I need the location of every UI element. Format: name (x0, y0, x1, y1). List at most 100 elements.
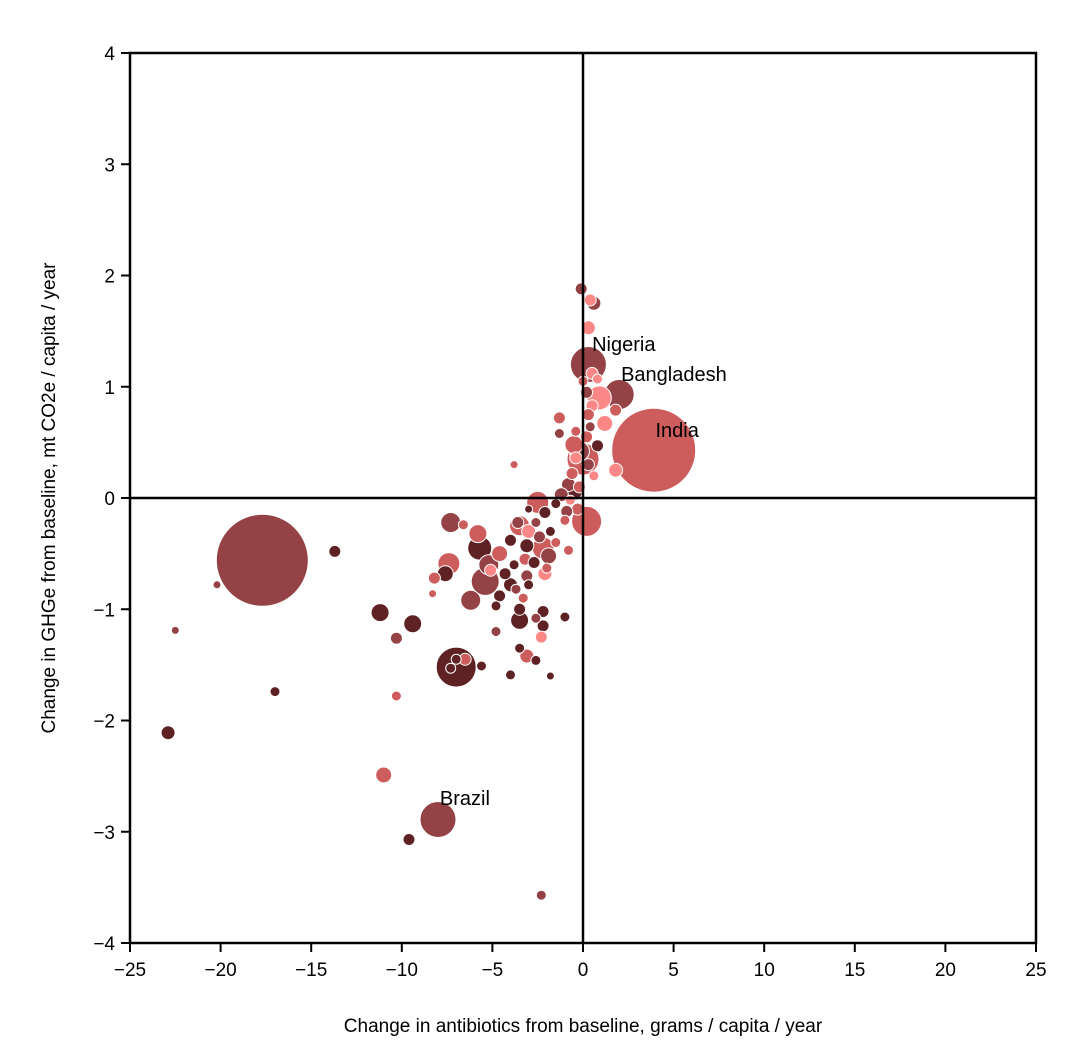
data-point (552, 411, 566, 425)
data-point (212, 580, 222, 590)
x-tick-label: 20 (935, 960, 956, 981)
data-point (510, 583, 522, 595)
data-point (564, 435, 584, 455)
x-tick-label: 0 (578, 960, 589, 981)
data-point (511, 516, 525, 529)
y-tick-label: 4 (104, 44, 115, 65)
data-point (591, 439, 604, 453)
data-point (460, 589, 482, 611)
data-point (533, 530, 546, 544)
y-tick-label: −4 (93, 934, 115, 955)
data-point (504, 533, 517, 547)
data-point (609, 403, 623, 417)
data-point (508, 559, 520, 571)
data-point (513, 602, 527, 616)
y-axis-title: Change in GHGe from baseline, mt CO2e / … (39, 262, 60, 734)
x-tick-label: 25 (1025, 960, 1046, 981)
reference-lines (130, 53, 1036, 943)
y-tick-label: 2 (104, 267, 115, 288)
data-point (514, 642, 526, 654)
data-point (493, 589, 507, 603)
y-tick-label: 0 (104, 489, 115, 510)
data-point (540, 547, 558, 565)
data-point (541, 562, 553, 574)
data-point (490, 626, 502, 637)
data-point (328, 544, 342, 558)
data-point (544, 525, 556, 537)
data-point (457, 519, 469, 531)
data-point (370, 603, 390, 623)
data-point (545, 671, 555, 681)
data-point (559, 514, 571, 526)
data-point (440, 512, 462, 533)
data-point (584, 421, 596, 433)
data-point (538, 506, 552, 519)
data-point (375, 766, 393, 784)
data-point (403, 614, 423, 634)
data-point (427, 571, 441, 585)
x-tick-label: −5 (482, 960, 504, 981)
data-point (536, 605, 550, 618)
data-point (553, 428, 565, 439)
x-tick-label: −10 (386, 960, 418, 981)
data-point (517, 592, 529, 604)
data-point (570, 425, 582, 437)
x-tick-label: 5 (668, 960, 679, 981)
annotation-label: Brazil (440, 788, 490, 810)
data-point (160, 725, 176, 741)
data-point (468, 524, 488, 544)
data-point (550, 537, 562, 548)
data-point (530, 517, 542, 528)
data-point (534, 630, 548, 644)
data-point (535, 889, 547, 901)
y-tick-label: 1 (104, 378, 115, 399)
data-point (435, 646, 477, 688)
data-point (530, 654, 542, 666)
data-point (389, 631, 403, 645)
data-point (269, 686, 281, 698)
data-point (484, 563, 498, 577)
data-point (608, 462, 624, 478)
y-tick-label: −2 (93, 712, 115, 733)
data-point (450, 653, 462, 665)
data-point (574, 282, 588, 296)
data-point (428, 589, 438, 599)
data-point (402, 833, 416, 846)
data-point (592, 373, 603, 385)
data-point (519, 538, 535, 554)
data-point (565, 467, 579, 480)
data-point (505, 669, 516, 681)
data-point (550, 498, 562, 510)
data-point (509, 460, 519, 470)
data-point (564, 494, 576, 506)
x-tick-label: 15 (844, 960, 865, 981)
data-point (569, 451, 583, 465)
data-point (170, 625, 180, 635)
data-point (476, 660, 487, 672)
annotations: India Nigeria Bangladesh Brazil (440, 334, 727, 810)
data-point (583, 293, 597, 307)
data-point (580, 320, 596, 336)
y-tick-label: −3 (93, 823, 115, 844)
data-point (498, 567, 512, 581)
x-tick-label: −25 (114, 960, 146, 981)
data-point (390, 690, 402, 702)
annotation-label: Nigeria (592, 334, 656, 356)
data-point (611, 407, 697, 493)
x-axis-title: Change in antibiotics from baseline, gra… (344, 1016, 823, 1037)
y-tick-label: 3 (104, 155, 115, 176)
y-tick-label: −1 (93, 600, 115, 621)
x-tick-label: 10 (754, 960, 775, 981)
data-point (596, 415, 614, 432)
data-point (523, 579, 535, 591)
annotation-label: Bangladesh (621, 364, 727, 386)
data-point (445, 662, 457, 674)
data-point (527, 556, 541, 569)
x-tick-label: −20 (204, 960, 236, 981)
data-point (559, 611, 571, 623)
annotation-label: India (656, 420, 700, 442)
x-tick-label: −15 (295, 960, 327, 981)
data-point (521, 523, 537, 539)
